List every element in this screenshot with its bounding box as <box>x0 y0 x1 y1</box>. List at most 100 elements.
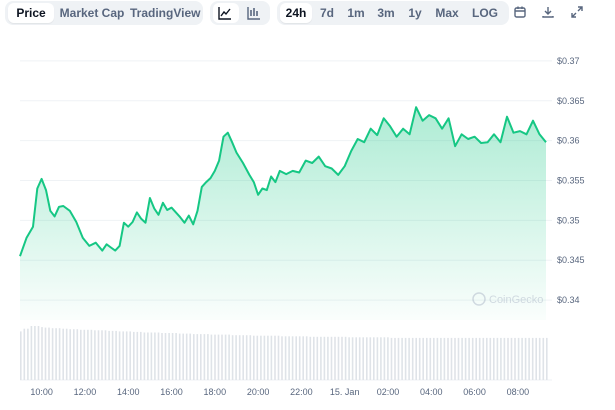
volume-bar <box>104 330 107 380</box>
volume-bar <box>189 333 191 380</box>
volume-bar <box>80 329 82 380</box>
volume-bar <box>401 337 403 380</box>
range-1m[interactable]: 1m <box>347 6 365 20</box>
volume-bar <box>320 336 322 380</box>
tab-price[interactable]: Price <box>8 3 54 23</box>
fullscreen-icon[interactable] <box>565 2 589 22</box>
volume-bar <box>440 337 442 380</box>
volume-bar <box>291 336 294 380</box>
volume-bar <box>161 333 163 380</box>
volume-bar <box>380 337 382 380</box>
volume-bar <box>394 337 396 380</box>
volume-bar <box>34 326 36 380</box>
volume-bar <box>288 336 290 380</box>
volume-bar <box>140 331 142 380</box>
volume-bar <box>447 337 449 380</box>
volume-bar <box>245 335 248 380</box>
volume-bar <box>238 335 241 380</box>
volume-bar <box>482 337 485 380</box>
volume-bar <box>228 334 230 380</box>
volume-bar <box>133 331 135 380</box>
chart-toolbar: Price Market Cap TradingView 24h 7d 1m 3… <box>5 0 610 28</box>
line-chart-icon[interactable] <box>213 3 239 23</box>
range-1y[interactable]: 1y <box>408 6 422 20</box>
volume-bar <box>284 336 287 380</box>
volume-bar <box>471 337 474 380</box>
volume-bar <box>203 334 206 380</box>
volume-bar <box>528 337 530 380</box>
x-tick-label: 04:00 <box>420 387 443 397</box>
range-24h[interactable]: 24h <box>280 3 312 23</box>
tab-tradingview[interactable]: TradingView <box>130 6 201 20</box>
volume-bar <box>531 337 534 380</box>
volume-bar <box>503 337 506 380</box>
volume-bar <box>69 329 71 380</box>
volume-bar <box>383 337 386 380</box>
volume-bar <box>542 337 545 380</box>
volume-bar <box>207 334 209 380</box>
volume-bar <box>196 334 199 380</box>
volume-bar <box>521 337 523 380</box>
volume-bar <box>358 337 361 380</box>
volume-bar <box>418 337 421 380</box>
candlestick-chart-icon[interactable] <box>242 3 268 23</box>
y-tick-label: $0.34 <box>557 295 580 305</box>
volume-bar <box>408 337 410 380</box>
volume-bar <box>23 328 26 380</box>
calendar-icon[interactable] <box>508 2 532 22</box>
volume-bar <box>270 335 273 380</box>
volume-bar <box>313 336 315 380</box>
volume-bar <box>122 331 124 380</box>
view-tab-group: Price Market Cap TradingView <box>5 1 203 25</box>
volume-bar <box>62 328 64 380</box>
download-icon[interactable] <box>536 2 560 22</box>
volume-bar <box>83 329 86 380</box>
watermark-text: CoinGecko <box>489 294 543 306</box>
volume-bar <box>366 337 368 380</box>
chart-type-group <box>210 1 270 25</box>
volume-bars <box>20 326 548 380</box>
volume-bar <box>90 329 93 380</box>
volume-bar <box>330 336 333 380</box>
volume-bar <box>87 329 89 380</box>
volume-bar <box>20 331 22 380</box>
y-tick-label: $0.365 <box>557 96 585 106</box>
volume-bar <box>376 337 379 380</box>
volume-bar <box>171 333 174 380</box>
volume-bar <box>500 337 502 380</box>
y-axis-labels: $0.37 $0.365 $0.36 $0.355 $0.35 $0.345 $0.34 <box>557 56 585 305</box>
volume-bar <box>129 331 131 380</box>
volume-bar <box>274 335 276 380</box>
range-max[interactable]: Max <box>435 6 459 20</box>
volume-bar <box>316 336 319 380</box>
volume-bar <box>185 333 188 380</box>
x-tick-label: 18:00 <box>204 387 227 397</box>
volume-bar <box>260 335 262 380</box>
volume-bar <box>58 328 61 380</box>
volume-bar <box>478 337 481 380</box>
volume-bar <box>298 336 301 380</box>
x-tick-label: 02:00 <box>377 387 400 397</box>
x-tick-label: 12:00 <box>74 387 97 397</box>
volume-bar <box>51 328 54 380</box>
volume-bar <box>351 337 354 380</box>
volume-bar <box>489 337 492 380</box>
volume-bar <box>55 328 57 380</box>
range-7d[interactable]: 7d <box>319 6 334 20</box>
volume-bar <box>178 333 181 380</box>
scale-log[interactable]: LOG <box>472 6 498 20</box>
volume-bar <box>538 337 541 380</box>
range-3m[interactable]: 3m <box>377 6 395 20</box>
volume-bar <box>242 335 244 380</box>
volume-bar <box>433 337 435 380</box>
volume-bar <box>115 330 117 380</box>
volume-bar <box>510 337 513 380</box>
volume-bar <box>76 329 79 380</box>
tab-market-cap[interactable]: Market Cap <box>59 6 125 20</box>
x-tick-label: 10:00 <box>30 387 53 397</box>
y-tick-label: $0.355 <box>557 176 585 186</box>
volume-bar <box>224 334 227 380</box>
volume-bar <box>468 337 470 380</box>
x-tick-label: 08:00 <box>507 387 530 397</box>
